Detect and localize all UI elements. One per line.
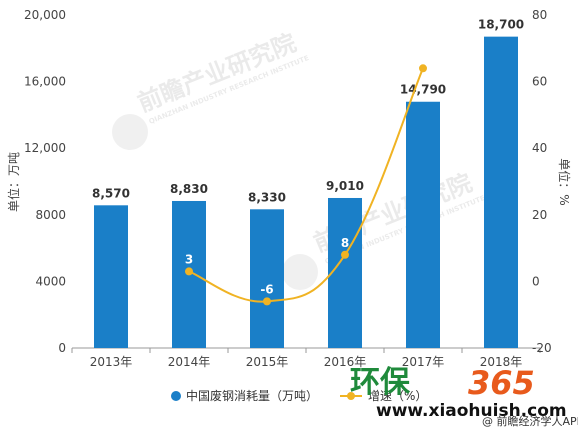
brand-url: www.xiaohuish.com	[376, 401, 567, 421]
x-ticks: 2013年 2014年 2015年 2016年 2017年 2018年	[71, 348, 541, 369]
x-tick-label: 2017年	[402, 355, 445, 369]
y2-tick-label: 0	[532, 274, 540, 288]
bar	[406, 101, 440, 349]
y2-tick-label: 80	[532, 8, 547, 22]
growth-point-label: 8	[341, 236, 349, 250]
legend-bar-label: 中国废钢消耗量（万吨）	[186, 388, 318, 403]
watermark-logo-icon	[112, 114, 148, 150]
growth-point-label: 64	[415, 49, 432, 63]
legend-bar-marker	[171, 391, 181, 401]
y-tick-label: 0	[58, 341, 66, 355]
brand-app-text: @ 前瞻经济学人APP	[482, 414, 578, 428]
x-tick-label: 2013年	[90, 355, 133, 369]
y-axis-ticks: 0 4000 8000 12,000 16,000 20,000	[24, 8, 66, 355]
bar	[250, 209, 284, 348]
bar-labels: 8,570 8,830 8,330 9,010 14,790 18,700	[92, 18, 524, 205]
bar-value-label: 8,830	[170, 182, 208, 196]
x-tick-label: 2016年	[324, 355, 367, 369]
bar-value-label: 18,700	[478, 18, 524, 32]
legend: 中国废钢消耗量（万吨） 增速（%）	[171, 388, 427, 403]
growth-point-label: 3	[185, 252, 193, 266]
line-series: 3 -6 8 64	[185, 49, 432, 306]
brand-overlay: 环保 365 www.xiaohuish.com @ 前瞻经济学人APP	[350, 364, 578, 428]
legend-line-label: 增速（%）	[368, 389, 427, 403]
y2-tick-label: 20	[532, 208, 547, 222]
y2-axis-title: 单位：%	[557, 158, 572, 205]
bar	[484, 36, 518, 349]
bar-value-label: 14,790	[400, 83, 446, 97]
growth-point	[419, 64, 427, 73]
y-tick-label: 12,000	[24, 141, 66, 155]
bar	[328, 197, 362, 348]
legend-line-dot	[347, 392, 355, 400]
y-tick-label: 16,000	[24, 75, 66, 89]
growth-point	[185, 267, 193, 276]
y-axis-title: 单位：万吨	[6, 152, 21, 212]
x-tick-label: 2015年	[246, 355, 289, 369]
watermark-logo-icon-2	[282, 254, 318, 290]
growth-line	[188, 67, 424, 303]
bar-value-label: 9,010	[326, 179, 364, 193]
y-tick-label: 20,000	[24, 8, 66, 22]
growth-point	[263, 297, 271, 306]
y2-axis-ticks: -20 0 20 40 60 80	[532, 8, 552, 355]
bar	[94, 205, 128, 348]
brand-logo-number: 365	[468, 364, 535, 402]
growth-point	[341, 250, 349, 259]
x-tick-label: 2014年	[168, 355, 211, 369]
brand-logo-text: 环保	[350, 365, 411, 400]
y2-tick-label: 60	[532, 75, 547, 89]
y2-tick-label: 40	[532, 141, 547, 155]
bar-value-label: 8,570	[92, 186, 130, 200]
bar-value-label: 8,330	[248, 190, 286, 204]
y2-tick-label: -20	[532, 341, 552, 355]
y-tick-label: 4000	[35, 274, 66, 288]
x-tick-label: 2018年	[480, 355, 523, 369]
y-tick-label: 8000	[35, 208, 66, 222]
growth-point-label: -6	[260, 282, 273, 296]
